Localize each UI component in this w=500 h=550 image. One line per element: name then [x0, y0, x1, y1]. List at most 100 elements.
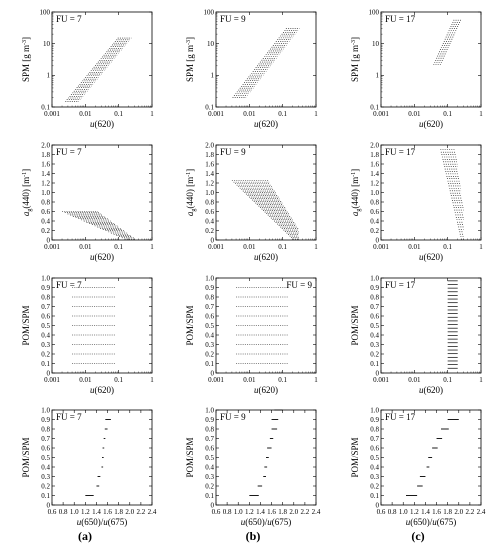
- y-tick-label: 0.7: [205, 303, 214, 311]
- x-axis-label: u(650)/u(675): [241, 517, 292, 527]
- y-tick-label: 0.1: [41, 492, 50, 500]
- y-tick-label: 1.6: [205, 160, 214, 168]
- y-tick-label: 0.6: [41, 444, 50, 452]
- x-tick-label: 1.0: [234, 508, 243, 516]
- x-tick-label: 0.001: [44, 376, 60, 384]
- x-tick-label: 1.2: [81, 508, 90, 516]
- y-tick-label: 1.0: [41, 274, 50, 282]
- x-tick-label: 1.0: [70, 508, 79, 516]
- fu-annotation: FU = 17: [385, 280, 416, 290]
- y-tick-label: 0.9: [41, 284, 50, 292]
- y-tick-label: 2.0: [41, 141, 50, 149]
- x-tick-label: 2.4: [312, 508, 321, 516]
- x-tick-label: 0.1: [114, 243, 123, 251]
- y-tick-label: 0.1: [370, 103, 379, 111]
- x-tick-label: 1.2: [245, 508, 254, 516]
- y-tick-label: 0.9: [370, 416, 379, 424]
- y-tick-label: 0.9: [41, 416, 50, 424]
- y-tick-label: 0.1: [205, 360, 214, 368]
- y-axis-label: POM/SPM: [350, 437, 360, 477]
- chart-r1c2: 0.001 0.01 0.1 1 0.1 1 10 100 u(620) SPM [g m-3] F…: [185, 8, 318, 129]
- y-tick-label: 0.3: [370, 473, 379, 481]
- x-axis-label: u(620): [419, 385, 443, 395]
- y-tick-label: 0: [211, 236, 215, 244]
- y-tick-label: 0.6: [205, 444, 214, 452]
- x-axis-label: u(620): [254, 252, 278, 262]
- y-tick-label: 1.0: [370, 189, 379, 197]
- x-tick-label: 0.01: [243, 110, 256, 118]
- x-tick-label: 1: [479, 110, 483, 118]
- y-tick-label: 1.0: [41, 406, 50, 414]
- y-tick-label: 0.1: [41, 103, 50, 111]
- fu-annotation: FU = 9: [220, 14, 246, 24]
- panel-label-a: (a): [78, 529, 92, 543]
- x-tick-label: 0.1: [278, 376, 287, 384]
- y-tick-label: 1.4: [370, 170, 379, 178]
- x-tick-label: 0.01: [243, 243, 256, 251]
- x-axis-label: u(620): [419, 252, 443, 262]
- plot-frame: [380, 144, 482, 241]
- y-axis-label: POM/SPM: [185, 305, 195, 345]
- y-tick-label: 0.4: [205, 463, 214, 471]
- y-tick-label: 0.5: [205, 322, 214, 330]
- data-marks: [249, 409, 283, 496]
- plot-frame: [215, 144, 317, 241]
- y-tick-label: 0.6: [370, 444, 379, 452]
- y-tick-label: 0.6: [370, 208, 379, 216]
- data-marks: [236, 287, 289, 364]
- y-tick-label: 1.0: [205, 406, 214, 414]
- y-tick-label: 0.8: [370, 425, 379, 433]
- y-tick-label: 0: [211, 501, 215, 509]
- data-marks: [231, 180, 299, 240]
- y-tick-label: 0: [47, 369, 51, 377]
- x-tick-label: 0.6: [48, 508, 57, 516]
- y-tick-label: 1.0: [205, 189, 214, 197]
- x-axis-label: u(620): [419, 119, 443, 129]
- y-tick-label: 1.2: [41, 179, 50, 187]
- data-marks: [62, 211, 135, 240]
- chart-r1c1: 0.001 0.01 0.1 1 0.1 1 10 100 u(620) SPM [g m-3] F…: [21, 8, 154, 129]
- x-axis-label: u(620): [90, 119, 114, 129]
- y-tick-label: 100: [369, 8, 380, 16]
- y-tick-label: 0.3: [41, 473, 50, 481]
- x-tick-label: 2.0: [289, 508, 298, 516]
- y-tick-label: 1.8: [370, 151, 379, 159]
- x-tick-label: 0.6: [377, 508, 386, 516]
- y-tick-label: 0.6: [41, 312, 50, 320]
- y-tick-label: 0.2: [41, 350, 50, 358]
- y-tick-label: 1.6: [370, 160, 379, 168]
- y-tick-label: 0.5: [41, 322, 50, 330]
- y-tick-label: 0: [376, 501, 380, 509]
- y-tick-label: 0.8: [41, 198, 50, 206]
- x-tick-label: 2.2: [137, 508, 146, 516]
- fu-annotation: FU = 7: [56, 280, 82, 290]
- y-tick-label: 100: [40, 8, 51, 16]
- y-tick-label: 0.7: [205, 435, 214, 443]
- y-tick-label: 0.1: [41, 360, 50, 368]
- x-tick-label: 0.1: [114, 110, 123, 118]
- y-tick-label: 0.2: [370, 227, 379, 235]
- fu-annotation: FU = 17: [385, 147, 416, 157]
- x-tick-label: 0.01: [79, 110, 92, 118]
- y-tick-label: 0.7: [370, 435, 379, 443]
- x-tick-label: 0.001: [373, 376, 389, 384]
- x-tick-label: 0.001: [44, 243, 60, 251]
- y-tick-label: 100: [204, 8, 215, 16]
- y-tick-label: 0.9: [370, 284, 379, 292]
- x-tick-label: 2.0: [125, 508, 134, 516]
- x-tick-label: 0.01: [79, 243, 92, 251]
- fu-annotation: FU = 17: [385, 14, 416, 24]
- y-tick-label: 0.4: [205, 217, 214, 225]
- x-tick-label: 0.01: [243, 376, 256, 384]
- x-tick-label: 0.1: [443, 110, 452, 118]
- chart-r2c3: 0.001 0.01 0.1 1 00.2 0.40.6 0.81.0 1.21.4 1.61.…: [350, 141, 483, 262]
- y-tick-label: 0.2: [205, 482, 214, 490]
- chart-r2c2: 0.001 0.01 0.1 1 00.2 0.40.6 0.81.0 1.21.4 1.61.…: [185, 141, 318, 262]
- chart-r4c3: 0.6 0.8 1.0 1.2 1.4 1.6 1.8 2.0 2.2 2.400.10.20.3…: [350, 406, 486, 527]
- y-tick-label: 0.7: [41, 435, 50, 443]
- fu-annotation: FU = 17: [385, 412, 416, 422]
- y-tick-label: 1: [211, 72, 215, 80]
- x-axis-label: u(620): [90, 385, 114, 395]
- data-marks: [85, 419, 111, 496]
- x-tick-label: 0.8: [59, 508, 68, 516]
